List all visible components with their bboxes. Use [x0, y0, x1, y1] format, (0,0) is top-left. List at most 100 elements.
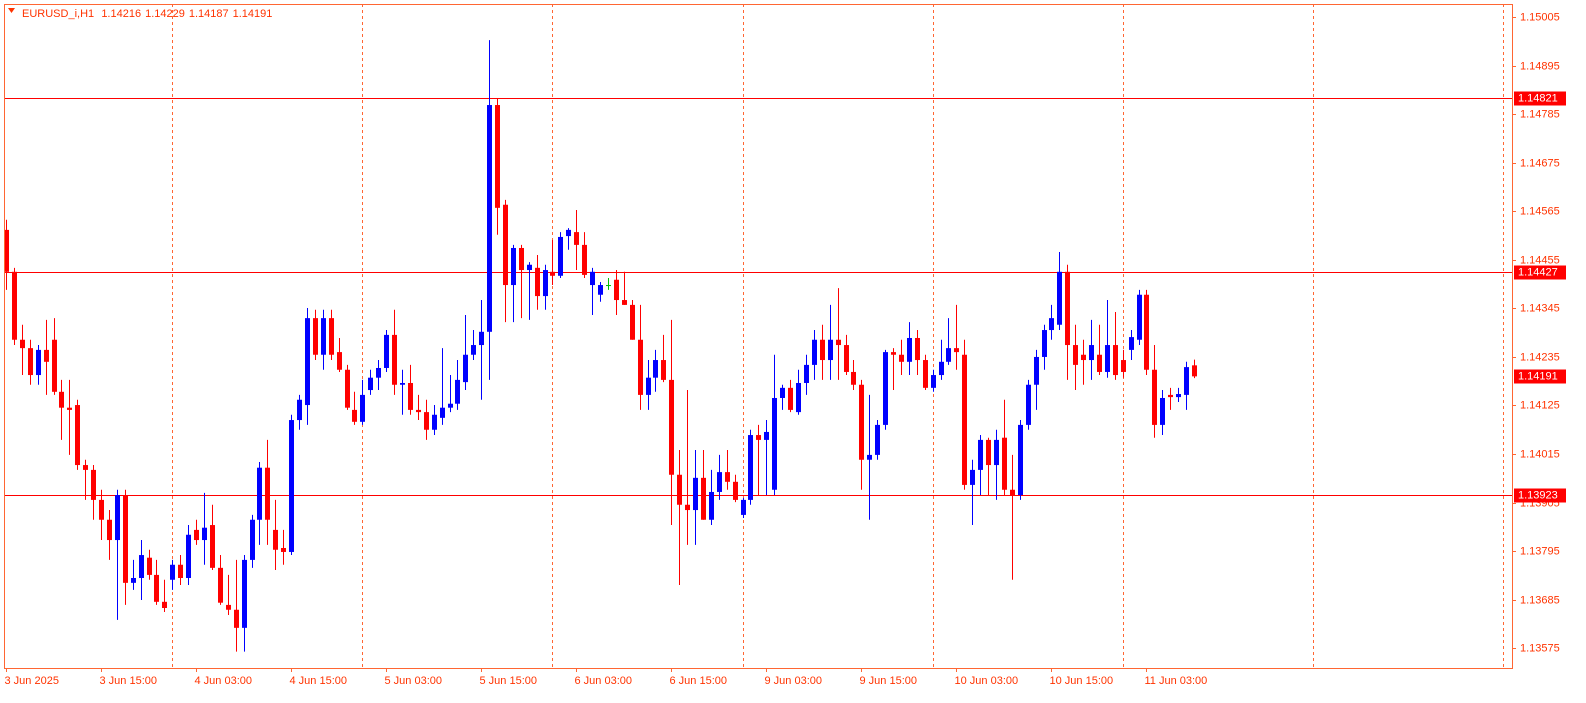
y-tick-label: 1.14785 [1520, 108, 1560, 120]
candle-body [661, 360, 666, 380]
candle-body [123, 495, 128, 583]
candle-body [131, 577, 136, 583]
candle-body [337, 352, 342, 370]
header-low: 1.14187 [189, 8, 229, 20]
candle-body [844, 345, 849, 372]
candle-body [606, 285, 611, 287]
level-tag [1514, 265, 1566, 280]
candle-body [139, 555, 144, 578]
x-tick-label: 3 Jun 15:00 [100, 675, 158, 687]
candle-body [519, 247, 524, 271]
candle-body [313, 318, 318, 355]
candle-body [329, 318, 334, 355]
candle-body [360, 394, 365, 422]
x-tick-label: 6 Jun 03:00 [575, 675, 633, 687]
candle-body [883, 352, 888, 425]
candle-body [630, 304, 635, 340]
candle-body [384, 334, 389, 368]
candle-body [1042, 330, 1047, 357]
candle-body [1192, 365, 1197, 377]
candle-body [851, 371, 856, 385]
candle-body [1089, 345, 1094, 361]
candle-body [321, 318, 326, 355]
candle-body [115, 495, 120, 541]
candle-body [954, 348, 959, 353]
candle-body [828, 339, 833, 361]
candle-body [558, 236, 563, 276]
candle-body [4, 229, 9, 272]
header-open: 1.14216 [101, 8, 141, 20]
header-close: 1.14191 [233, 8, 273, 20]
level-tag [1514, 488, 1566, 503]
candle-body [194, 529, 199, 541]
level-tag [1514, 91, 1566, 106]
candle-body [352, 409, 357, 422]
candle-body [1010, 489, 1015, 496]
candle-body [772, 397, 777, 490]
y-tick-label: 1.13795 [1520, 545, 1560, 557]
candles [4, 40, 1197, 652]
candle-body [780, 387, 785, 398]
candle-body [820, 339, 825, 361]
candle-body [1176, 394, 1181, 398]
y-tick-label: 1.14565 [1520, 205, 1560, 217]
candle-body [400, 382, 405, 385]
x-tick-label: 4 Jun 15:00 [290, 675, 348, 687]
candle-body [1137, 294, 1142, 340]
symbol-title: EURUSD_i,H1 [22, 8, 94, 20]
candle-body [1081, 354, 1086, 361]
separators [172, 4, 1504, 668]
candle-body [463, 354, 468, 383]
candle-body [471, 345, 476, 355]
y-tick-label: 1.14895 [1520, 60, 1560, 72]
candle-body [281, 547, 286, 552]
candle-body [994, 439, 999, 466]
candle-body [891, 352, 896, 355]
candle-body [1026, 384, 1031, 425]
candle-body [677, 474, 682, 505]
candle-body [1097, 354, 1102, 372]
candle-body [796, 382, 801, 413]
candle-body [543, 270, 548, 297]
x-tick-label: 10 Jun 03:00 [955, 675, 1019, 687]
candle-body [218, 567, 223, 603]
candle-body [693, 477, 698, 511]
candle-body [67, 407, 72, 410]
candle-body [273, 529, 278, 550]
menu-triangle[interactable] [8, 8, 15, 13]
candle-body [764, 431, 769, 440]
candle-body [1034, 356, 1039, 385]
candle-body [1018, 424, 1023, 496]
candle-body [52, 339, 57, 392]
candle-body [170, 564, 175, 580]
candle-body [614, 279, 619, 301]
candle-body [701, 477, 706, 520]
candle-body [638, 339, 643, 395]
candle-body [875, 424, 880, 455]
candle-body [978, 439, 983, 470]
levels [4, 98, 1512, 496]
candle-body [685, 504, 690, 511]
candle-body [479, 331, 484, 346]
y-tick-label: 1.13685 [1520, 594, 1560, 606]
candle-body [424, 412, 429, 430]
candle-body [1160, 397, 1165, 425]
level-label: 1.14821 [1518, 92, 1558, 104]
candle-body [899, 354, 904, 362]
candle-body [733, 481, 738, 500]
y-tick-label: 1.14345 [1520, 302, 1560, 314]
candle-body [962, 354, 967, 485]
candle-body [907, 337, 912, 362]
candle-body [1065, 271, 1070, 346]
candle-body [598, 285, 603, 295]
candle-body [257, 467, 262, 520]
candle-body [242, 559, 247, 628]
candle-body [265, 467, 270, 520]
candle-body [202, 527, 207, 541]
x-tick-label: 10 Jun 15:00 [1050, 675, 1114, 687]
y-tick-label: 1.14015 [1520, 448, 1560, 460]
candle-body [107, 519, 112, 541]
candle-body [931, 375, 936, 388]
